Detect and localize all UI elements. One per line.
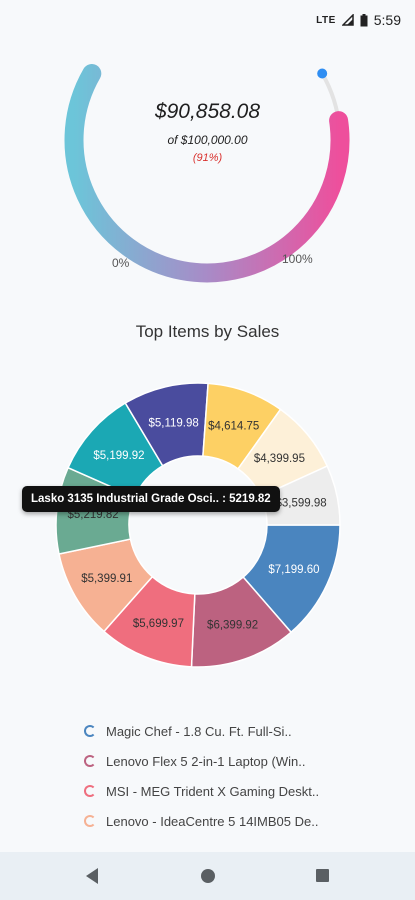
system-nav-bar [0, 852, 415, 900]
gauge-min-label: 0% [112, 256, 130, 270]
signal-icon [341, 14, 354, 26]
status-icons: LTE 5:59 [316, 12, 401, 28]
donut-slice[interactable] [237, 408, 329, 498]
gauge-max-label: 100% [282, 252, 313, 266]
gauge-progress-arc [64, 64, 350, 283]
clock: 5:59 [373, 12, 401, 28]
slice-label: $4,614.75 [208, 421, 259, 433]
legend-item[interactable]: MSI - MEG Trident X Gaming Deskt.. [84, 776, 344, 806]
recents-icon[interactable] [316, 869, 329, 882]
donut-slice[interactable] [58, 538, 154, 633]
gauge-value: $90,858.08 [154, 100, 261, 123]
donut-slice[interactable] [102, 575, 196, 668]
donut-slice[interactable] [202, 382, 282, 470]
slice-label: $6,399.92 [207, 620, 258, 632]
status-bar: LTE 5:59 [0, 0, 415, 40]
donut-slice[interactable] [242, 524, 341, 634]
legend-label: MSI - MEG Trident X Gaming Deskt.. [106, 783, 320, 799]
slice-label: $3,599.98 [276, 498, 327, 510]
donut-slice[interactable] [67, 401, 164, 499]
slice-label: $5,199.92 [93, 450, 144, 462]
legend-item[interactable]: Lenovo Flex 5 2-in-1 Laptop (Win.. [84, 746, 344, 776]
legend-ring-icon [84, 815, 96, 827]
donut-slice[interactable] [190, 576, 293, 668]
back-icon[interactable] [86, 868, 98, 884]
slice-label: $5,399.91 [81, 573, 132, 585]
battery-icon [360, 13, 368, 26]
legend-label: Magic Chef - 1.8 Cu. Ft. Full-Si.. [106, 723, 292, 739]
gauge-percent: (91%) [192, 152, 223, 164]
slice-label: $5,119.98 [148, 417, 198, 429]
donut-slice[interactable] [124, 382, 209, 467]
legend-ring-icon [84, 755, 96, 767]
slice-label: $5,699.97 [133, 618, 184, 630]
radial-gauge [64, 64, 350, 283]
home-icon[interactable] [201, 869, 215, 883]
legend-label: Lenovo Flex 5 2-in-1 Laptop (Win.. [106, 753, 306, 769]
slice-label: $7,199.60 [268, 564, 319, 576]
network-type: LTE [316, 14, 336, 26]
chart-title: Top Items by Sales [135, 322, 280, 341]
legend-label: Lenovo - IdeaCentre 5 14IMB05 De.. [106, 813, 319, 829]
legend-ring-icon [84, 785, 96, 797]
legend-item[interactable]: Lenovo - IdeaCentre 5 14IMB05 De.. [84, 806, 344, 836]
chart-legend: Magic Chef - 1.8 Cu. Ft. Full-Si.. Lenov… [84, 716, 344, 836]
chart-tooltip: Lasko 3135 Industrial Grade Osci.. : 521… [22, 486, 280, 512]
legend-ring-icon [84, 725, 96, 737]
gauge-end-marker [317, 68, 328, 79]
legend-item[interactable]: Magic Chef - 1.8 Cu. Ft. Full-Si.. [84, 716, 344, 746]
gauge-target: of $100,000.00 [167, 133, 248, 147]
slice-label: $4,399.95 [254, 453, 305, 465]
